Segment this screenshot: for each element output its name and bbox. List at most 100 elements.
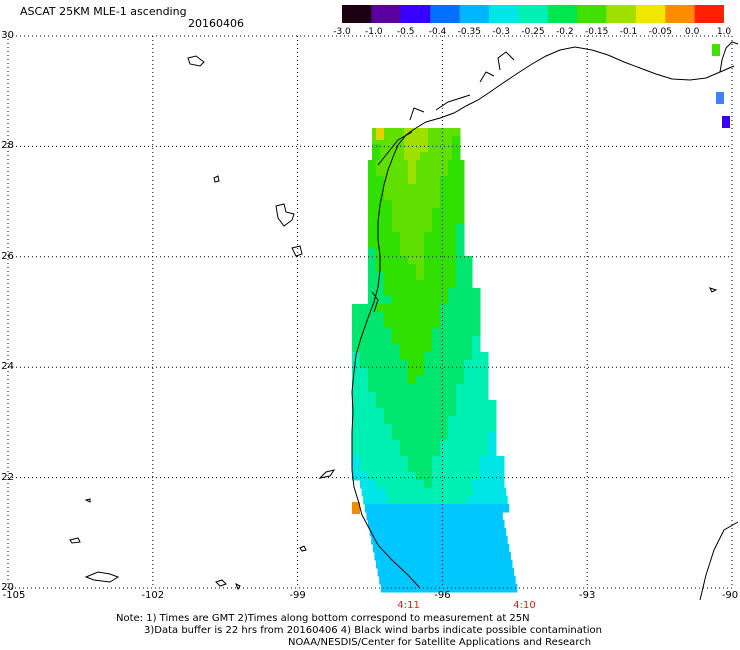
swath-cell bbox=[459, 576, 468, 585]
swath-cell bbox=[416, 288, 425, 297]
longitude-label: -90 bbox=[721, 590, 739, 601]
swath-cell bbox=[384, 200, 393, 209]
swath-cell bbox=[412, 584, 422, 593]
swath-cell bbox=[440, 360, 449, 369]
swath-cell bbox=[424, 448, 433, 457]
swath-cell bbox=[376, 480, 385, 489]
swath-cell bbox=[400, 440, 409, 449]
swath-cell bbox=[499, 576, 508, 585]
swath-cell bbox=[448, 304, 457, 313]
swath-cell bbox=[368, 440, 377, 449]
swath-cell bbox=[480, 448, 489, 457]
swath-cell bbox=[481, 488, 491, 497]
swath-cell bbox=[416, 520, 425, 529]
swath-cell bbox=[456, 184, 465, 193]
swath-cell bbox=[352, 304, 361, 313]
swath-cell bbox=[484, 504, 494, 513]
latitude-label: 22 bbox=[1, 471, 14, 483]
swath-cell bbox=[456, 296, 465, 305]
swath-cell bbox=[400, 408, 409, 417]
swath-cell bbox=[424, 464, 433, 473]
swath-cell bbox=[475, 496, 484, 505]
swath-cell bbox=[403, 496, 412, 505]
swath-cell bbox=[464, 288, 473, 297]
swath-cell bbox=[392, 240, 401, 249]
swath-cell bbox=[372, 136, 381, 145]
swath-cell bbox=[472, 320, 481, 329]
swath-cell bbox=[400, 280, 409, 289]
swath-cell bbox=[432, 192, 441, 201]
swath-cell bbox=[488, 560, 497, 569]
swath-cell bbox=[467, 536, 476, 545]
swath-cell bbox=[400, 240, 409, 249]
swath-cell bbox=[408, 432, 417, 441]
swath-cell bbox=[388, 584, 398, 593]
swath-cell bbox=[392, 312, 401, 321]
swath-cell bbox=[432, 424, 441, 433]
swath-cell bbox=[360, 312, 369, 321]
swath-cell bbox=[400, 328, 409, 337]
swath-cell bbox=[449, 568, 459, 577]
time-label: 4:11 bbox=[397, 600, 420, 611]
swath-cell bbox=[400, 176, 409, 185]
swath-cell bbox=[424, 304, 433, 313]
swath-cell bbox=[376, 176, 385, 185]
swath-cell bbox=[472, 304, 481, 313]
swath-cell bbox=[393, 488, 403, 497]
swath-cell bbox=[352, 400, 361, 409]
swath-cell bbox=[384, 240, 393, 249]
colorbar-swatch bbox=[606, 5, 637, 23]
swath-cell bbox=[420, 584, 430, 593]
swath-cell bbox=[352, 344, 361, 353]
swath-cell bbox=[408, 160, 417, 169]
swath-cell bbox=[408, 520, 417, 529]
swath-cell bbox=[448, 216, 457, 225]
swath-cell bbox=[456, 440, 465, 449]
swath-cell bbox=[384, 424, 393, 433]
swath-cell bbox=[408, 376, 417, 385]
swath-cell bbox=[464, 464, 473, 473]
swath-cell bbox=[404, 136, 413, 145]
swath-cell bbox=[400, 416, 409, 425]
swath-cell bbox=[472, 464, 481, 473]
swath-cell bbox=[448, 520, 457, 529]
swath-cell bbox=[456, 408, 465, 417]
swath-cell bbox=[352, 360, 361, 369]
swath-cell bbox=[368, 432, 377, 441]
swath-cell bbox=[400, 336, 409, 345]
swath-cell bbox=[432, 344, 441, 353]
swath-cell bbox=[425, 568, 435, 577]
swath-cell bbox=[456, 280, 465, 289]
swath-cell bbox=[440, 160, 449, 169]
swath-cell bbox=[448, 240, 457, 249]
colorbar-swatch bbox=[694, 5, 724, 23]
swath-cell bbox=[416, 280, 425, 289]
swath-cell bbox=[376, 224, 385, 233]
swath-cell bbox=[480, 352, 489, 361]
swath-cell bbox=[416, 208, 425, 217]
swath-cell bbox=[464, 312, 473, 321]
swath-cell bbox=[400, 184, 409, 193]
swath-cell bbox=[384, 392, 393, 401]
swath-cell bbox=[492, 544, 502, 553]
swath-cell bbox=[352, 432, 361, 441]
colorbar-label: -3.0 bbox=[333, 27, 351, 37]
swath-cell bbox=[476, 544, 486, 553]
swath-cell bbox=[473, 488, 483, 497]
swath-cell bbox=[428, 544, 438, 553]
swath-cell bbox=[360, 304, 369, 313]
swath-cell bbox=[440, 416, 449, 425]
swath-cell bbox=[409, 488, 419, 497]
swath-cell bbox=[392, 184, 401, 193]
swath-cell bbox=[457, 488, 467, 497]
swath-cell bbox=[424, 480, 433, 489]
swath-cell bbox=[440, 448, 449, 457]
swath-cell bbox=[376, 392, 385, 401]
swath-cell bbox=[456, 480, 465, 489]
swath-cell bbox=[416, 424, 425, 433]
swath-cell bbox=[420, 144, 429, 153]
swath-cell bbox=[400, 216, 409, 225]
swath-cell bbox=[440, 456, 449, 465]
swath-cell bbox=[425, 528, 435, 537]
swath-cell bbox=[441, 568, 451, 577]
